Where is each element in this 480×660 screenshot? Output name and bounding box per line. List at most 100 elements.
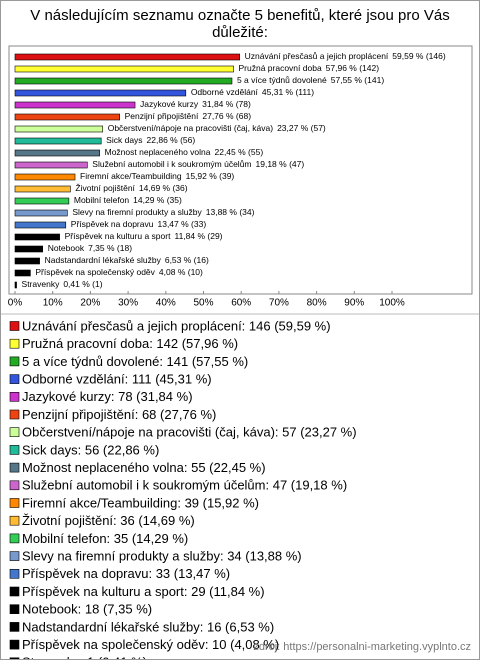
value-label: 57,55 % (141) — [331, 75, 385, 85]
bar — [14, 197, 70, 205]
bar — [14, 77, 233, 85]
bar-label: Příspěvek na společenský oděv 4,08 % (10) — [35, 267, 203, 277]
category-label: Možnost neplaceného volna — [105, 147, 211, 157]
legend-swatch — [9, 445, 20, 455]
bar — [14, 221, 67, 229]
bar-label: Mobilní telefon 14,29 % (35) — [74, 195, 182, 205]
legend-swatch — [9, 409, 20, 420]
bar — [14, 209, 68, 217]
category-label: Notebook — [48, 243, 85, 253]
value-label: 15,92 % (39) — [186, 171, 235, 181]
bar — [14, 257, 40, 265]
legend-label: Sick days: 56 (22,86 %) — [22, 442, 159, 457]
legend-swatch — [9, 586, 20, 597]
bar-label: Uznávání přesčasů a jejich proplácení 59,… — [245, 51, 446, 61]
legend-label: Občerstvení/nápoje na pracovišti (čaj, k… — [22, 425, 357, 440]
x-tick-label: 30% — [118, 298, 138, 309]
legend-swatch — [9, 568, 20, 579]
bar-label: Občerstvení/nápoje na pracovišti (čaj, k… — [108, 123, 326, 133]
bar — [14, 233, 60, 241]
legend-label: Služební automobil i k soukromým účelům:… — [22, 478, 347, 493]
category-label: Služební automobil i k soukromým účelům — [92, 159, 251, 169]
bar — [14, 281, 17, 289]
bar-label: Příspěvek na dopravu 13,47 % (33) — [71, 219, 207, 229]
category-label: 5 a více týdnů dovolené — [237, 75, 327, 85]
bar — [14, 149, 100, 157]
value-label: 27,76 % (68) — [202, 111, 251, 121]
bar-label: Penzijní připojištění 27,76 % (68) — [125, 111, 252, 121]
value-label: 22,86 % (56) — [147, 135, 196, 145]
legend-swatch — [9, 498, 20, 508]
chart-title: V následujícím seznamu označte 5 benefit… — [30, 7, 450, 41]
legend-swatch — [9, 551, 20, 561]
bar-label: Příspěvek na kulturu a sport 11,84 % (29) — [65, 231, 223, 241]
legend-label: Notebook: 18 (7,35 %) — [22, 602, 152, 617]
bar — [14, 269, 31, 277]
x-tick-label: 80% — [307, 298, 327, 309]
category-label: Mobilní telefon — [74, 195, 130, 205]
plot-frame — [8, 45, 473, 295]
category-label: Jazykové kurzy — [140, 99, 199, 109]
x-tick-label: 60% — [231, 298, 251, 309]
bar — [14, 137, 102, 145]
legend-label: Penzijní připojištění: 68 (27,76 %) — [22, 407, 216, 422]
value-label: 22,45 % (55) — [214, 147, 263, 157]
bar-label: Pružná pracovní doba 57,96 % (142) — [239, 63, 380, 73]
legend-swatch — [9, 462, 20, 473]
legend-label: Nadstandardní lékařské služby: 16 (6,53 … — [22, 619, 274, 634]
value-label: 4,08 % (10) — [159, 267, 203, 277]
bar — [14, 101, 136, 109]
legend-label: Mobilní telefon: 35 (14,29 %) — [22, 531, 188, 546]
category-label: Uznávání přesčasů a jejich proplácení — [245, 51, 389, 61]
legend-swatch — [9, 639, 20, 650]
category-label: Sick days — [106, 135, 142, 145]
value-label: 14,29 % (35) — [133, 195, 182, 205]
category-label: Pružná pracovní doba — [239, 63, 322, 73]
legend-label: Životní pojištění: 36 (14,69 %) — [22, 513, 195, 528]
value-label: 19,18 % (47) — [256, 159, 305, 169]
legend-label: Firemní akce/Teambuilding: 39 (15,92 %) — [22, 495, 259, 510]
bar — [14, 113, 120, 121]
bar-label: Odborné vzdělání 45,31 % (111) — [191, 87, 314, 97]
legend-label: Příspěvek na kulturu a sport: 29 (11,84 … — [22, 584, 265, 599]
legend-swatch — [9, 515, 20, 526]
legend-swatch — [9, 427, 20, 438]
legend-swatch — [9, 622, 20, 632]
value-label: 13,47 % (33) — [157, 219, 206, 229]
bar-label: Možnost neplaceného volna 22,45 % (55) — [105, 147, 264, 157]
legend-label: Možnost neplaceného volna: 55 (22,45 %) — [22, 460, 266, 475]
category-label: Příspěvek na kulturu a sport — [65, 231, 171, 241]
value-label: 14,69 % (36) — [139, 183, 188, 193]
category-label: Firemní akce/Teambuilding — [80, 171, 182, 181]
x-tick-label: 10% — [43, 298, 63, 309]
legend-label: 5 a více týdnů dovolené: 141 (57,55 %) — [22, 354, 248, 369]
x-tick-label: 100% — [379, 298, 405, 309]
value-label: 57,96 % (142) — [326, 63, 380, 73]
x-tick-label: 0% — [8, 298, 23, 309]
bar-label: 5 a více týdnů dovolené 57,55 % (141) — [237, 75, 384, 85]
legend-swatch — [9, 657, 20, 659]
source: zdroj: https://personalni-marketing.vypl… — [253, 641, 471, 653]
bar-label: Sick days 22,86 % (56) — [106, 135, 195, 145]
legend-label: Uznávání přesčasů a jejich proplácení: 1… — [22, 318, 331, 333]
x-tick-label: 50% — [193, 298, 213, 309]
legend-swatch — [9, 321, 20, 331]
legend-label: Pružná pracovní doba: 142 (57,96 %) — [22, 336, 238, 351]
bar-label: Firemní akce/Teambuilding 15,92 % (39) — [80, 171, 234, 181]
x-tick-label: 90% — [344, 298, 364, 309]
legend-swatch — [9, 338, 20, 349]
bar — [14, 65, 234, 73]
value-label: 45,31 % (111) — [262, 87, 314, 97]
x-tick-label: 70% — [269, 298, 289, 309]
value-label: 59,59 % (146) — [392, 51, 446, 61]
bar-label: Jazykové kurzy 31,84 % (78) — [140, 99, 251, 109]
bar — [14, 245, 44, 253]
legend-swatch — [9, 480, 20, 491]
category-label: Příspěvek na společenský oděv — [35, 267, 155, 277]
bar-label: Stravenky 0,41 % (1) — [22, 279, 103, 289]
bar-label: Slevy na firemní produkty a služby 13,88 … — [72, 207, 254, 217]
value-label: 11,84 % (29) — [174, 231, 222, 241]
legend-label: Odborné vzdělání: 111 (45,31 %) — [22, 372, 212, 387]
category-label: Nadstandardní lékařské služby — [45, 255, 162, 265]
